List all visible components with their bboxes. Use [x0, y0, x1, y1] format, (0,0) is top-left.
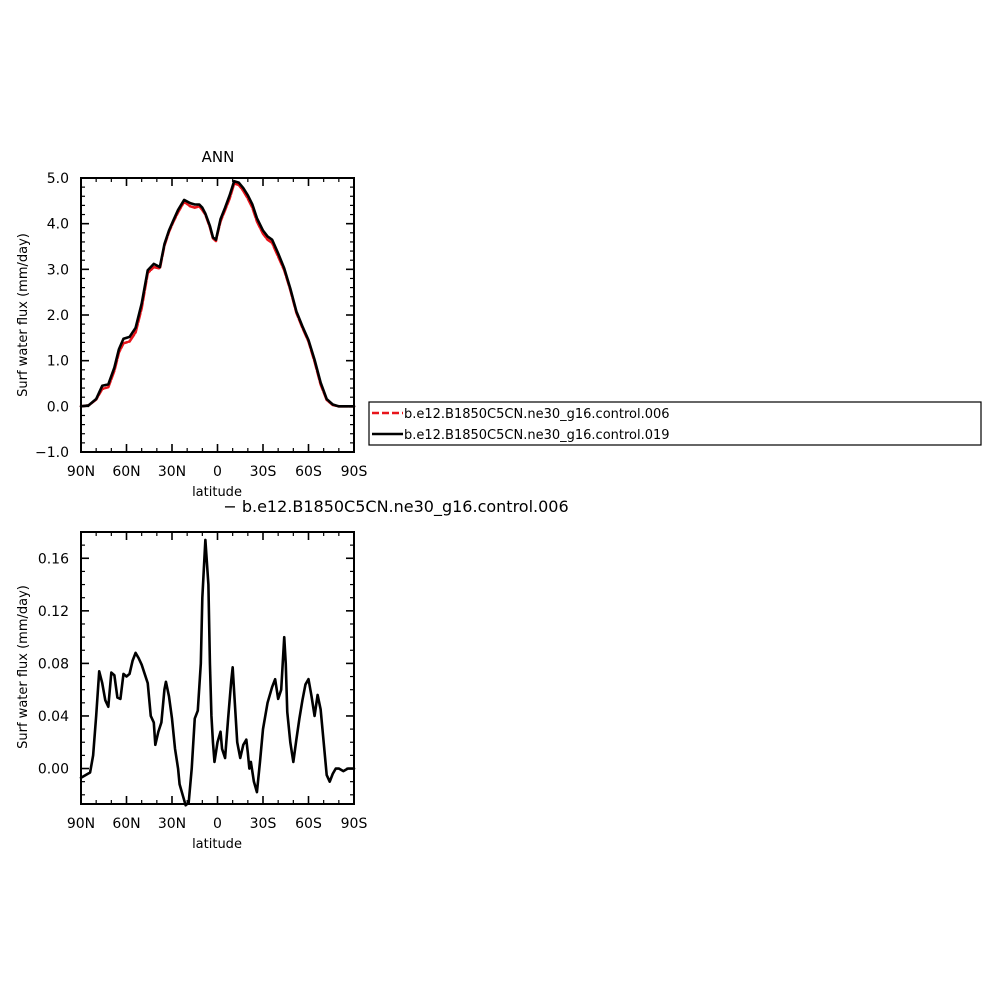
bottom-y-tick-label: 0.12: [38, 604, 69, 620]
bottom-y-tick-label: 0.08: [38, 656, 69, 672]
bottom-x-tick-label: 30N: [158, 816, 186, 832]
top-x-tick-label: 90S: [341, 464, 368, 480]
bottom-x-tick-label: 90S: [341, 816, 368, 832]
top-x-tick-label: 30S: [250, 464, 277, 480]
bottom-title: − b.e12.B1850C5CN.ne30_g16.control.006: [223, 497, 568, 517]
top-x-tick-label: 90N: [67, 464, 95, 480]
top-y-tick-label: 4.0: [47, 217, 69, 233]
legend-label-series-1: b.e12.B1850C5CN.ne30_g16.control.006: [404, 407, 670, 422]
bottom-x-tick-label: 60S: [295, 816, 322, 832]
bottom-x-tick-label: 60N: [112, 816, 140, 832]
bottom-series-line-1: [79, 538, 356, 807]
top-y-tick-label: 0.0: [47, 399, 69, 415]
top-x-tick-label: 30N: [158, 464, 186, 480]
bottom-panel: − b.e12.B1850C5CN.ne30_g16.control.006 S…: [16, 497, 569, 852]
bottom-x-tick-label: 0: [213, 816, 222, 832]
bottom-plot-area: 90N 60N 30N 0 30S 60S 90S 0.00 0.04 0.08 0.12 0.16: [38, 531, 368, 832]
top-plot-area: 90N 60N 30N 0 30S 60S 90S −1.0 0.0 1.0 2.0 3.0 4.0 5.…: [35, 171, 367, 480]
bottom-y-axis-label: Surf water flux (mm/day): [16, 585, 31, 749]
top-y-tick-label: 1.0: [47, 354, 69, 370]
legend-label-series-2: b.e12.B1850C5CN.ne30_g16.control.019: [404, 428, 670, 443]
top-series-line-2: [79, 179, 356, 408]
top-y-tick-label: 2.0: [47, 308, 69, 324]
top-x-tick-label: 0: [213, 464, 222, 480]
bottom-y-tick-label: 0.16: [38, 551, 69, 567]
top-x-axis-label: latitude: [192, 485, 242, 500]
bottom-y-tick-label: 0.04: [38, 709, 69, 725]
bottom-y-tick-label: 0.00: [38, 762, 69, 778]
legend: b.e12.B1850C5CN.ne30_g16.control.006 b.e…: [368, 401, 982, 446]
bottom-x-tick-label: 90N: [67, 816, 95, 832]
top-panel: ANN Surf water flux (mm/day) latitude 90…: [16, 148, 367, 500]
bottom-x-axis-label: latitude: [192, 837, 242, 852]
top-y-tick-label: 3.0: [47, 262, 69, 278]
top-x-tick-label: 60S: [295, 464, 322, 480]
legend-box: [368, 401, 982, 446]
top-x-tick-label: 60N: [112, 464, 140, 480]
top-title: ANN: [202, 148, 235, 166]
top-y-tick-label: 5.0: [47, 171, 69, 187]
bottom-x-tick-label: 30S: [250, 816, 277, 832]
top-y-tick-label: −1.0: [35, 445, 69, 461]
top-y-axis-label: Surf water flux (mm/day): [16, 233, 31, 397]
